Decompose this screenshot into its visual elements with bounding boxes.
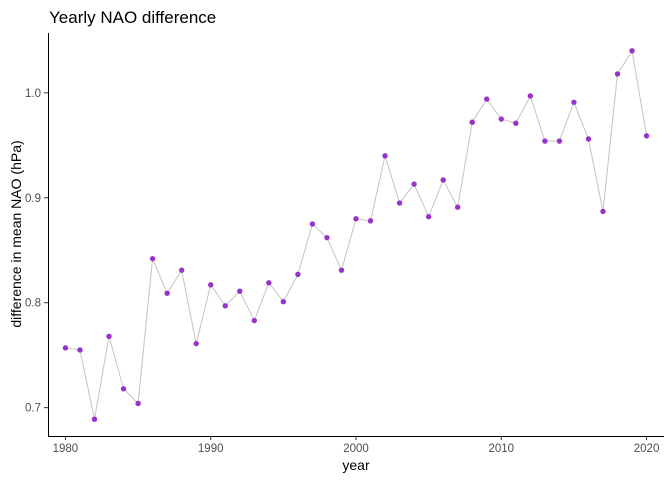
data-point-1999 [338, 267, 345, 273]
data-point-2005 [425, 213, 432, 220]
data-point-2000 [353, 216, 359, 222]
data-point-1986 [149, 255, 156, 262]
data-point-2019 [629, 48, 635, 54]
data-point-1995 [280, 298, 287, 305]
data-point-1987 [164, 290, 170, 296]
x-tick-label: 2000 [343, 443, 369, 455]
x-ticks: 1980 1990 2000 2010 2020 [53, 436, 660, 455]
data-point-2014 [556, 138, 563, 144]
data-point-1983 [106, 333, 112, 339]
data-point-2010 [498, 116, 504, 122]
data-point-2008 [469, 119, 475, 125]
data-point-2004 [411, 181, 417, 187]
data-point-1988 [178, 267, 185, 273]
data-point-1996 [295, 271, 301, 278]
data-point-1990 [208, 282, 214, 288]
data-point-1997 [309, 221, 316, 227]
data-point-1993 [251, 317, 258, 324]
data-point-2012 [527, 93, 534, 99]
data-point-2016 [585, 136, 592, 142]
data-point-1982 [91, 416, 98, 422]
data-point-2018 [614, 71, 621, 77]
data-point-1989 [193, 340, 199, 347]
data-point-2020 [643, 133, 650, 139]
y-tick-label: 0.9 [25, 193, 41, 205]
y-tick-label: 0.7 [25, 403, 41, 415]
data-point-1992 [237, 288, 243, 294]
x-axis-title: year [342, 457, 370, 473]
data-point-2006 [440, 177, 446, 183]
data-point-2017 [600, 208, 606, 215]
data-point-1991 [222, 303, 228, 309]
y-axis-title: difference in mean NAO (hPa) [8, 140, 24, 327]
y-tick-label: 0.8 [25, 298, 41, 310]
series-points [62, 48, 650, 422]
y-ticks: 0.7 0.8 0.9 1.0 [25, 88, 48, 415]
data-point-2011 [513, 120, 519, 126]
series-path [65, 49, 648, 420]
data-point-2013 [542, 138, 548, 144]
data-point-1998 [324, 234, 330, 241]
data-point-1984 [120, 386, 127, 392]
series-line [65, 49, 648, 420]
x-tick-label: 1990 [198, 443, 224, 455]
x-tick-label: 2010 [488, 443, 514, 455]
data-point-2015 [571, 99, 577, 105]
x-tick-label: 1980 [53, 443, 79, 455]
data-point-1994 [266, 280, 272, 286]
chart-title: Yearly NAO difference [49, 8, 216, 27]
data-point-2009 [484, 96, 490, 102]
data-point-2001 [367, 218, 374, 224]
data-point-2003 [396, 200, 403, 206]
y-tick-label: 1.0 [25, 88, 41, 100]
data-point-2002 [382, 153, 388, 159]
data-point-2007 [454, 204, 461, 210]
data-point-1980 [62, 345, 69, 351]
data-point-1981 [77, 347, 83, 353]
x-tick-label: 2020 [634, 443, 660, 455]
data-point-1985 [135, 400, 141, 407]
